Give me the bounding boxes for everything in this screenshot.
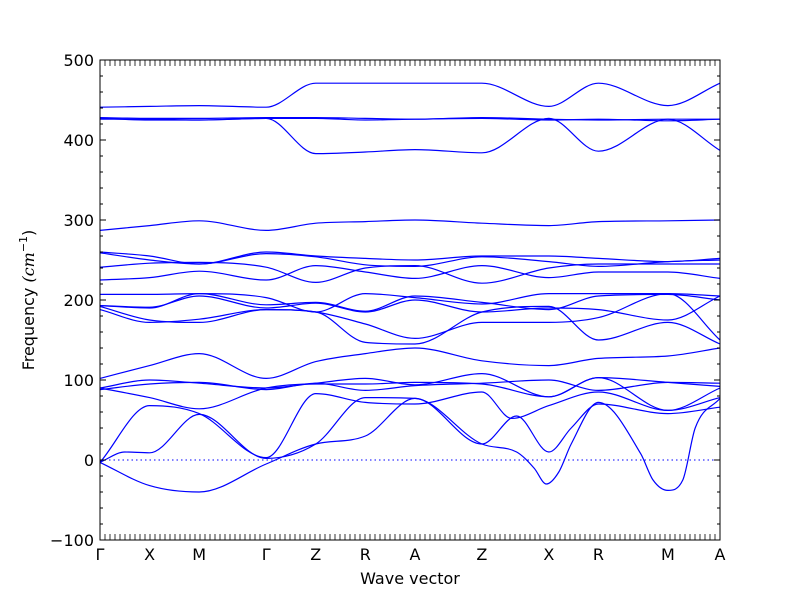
y-tick-label: 300 [63, 211, 94, 230]
band-3 [99, 391, 721, 463]
y-tick-label: −100 [50, 531, 94, 550]
band-13 [99, 264, 721, 281]
x-tick-label: X [144, 545, 155, 564]
band-17 [99, 219, 721, 232]
band-20 [99, 116, 720, 121]
band-10 [99, 295, 721, 321]
band-5 [99, 372, 721, 398]
x-tick-label: R [360, 545, 371, 564]
y-tick-label: 400 [63, 131, 94, 150]
x-tick-label: Z [476, 545, 487, 564]
x-tick-label: X [543, 545, 554, 564]
y-axis-unit-exponent: −1 [17, 236, 30, 252]
x-tick-label: Z [310, 545, 321, 564]
x-tick-label: R [593, 545, 604, 564]
band-21 [99, 82, 721, 108]
band-12 [99, 292, 721, 313]
y-axis-unit-close: ) [19, 230, 38, 236]
x-tick-label: Γ [96, 545, 105, 564]
y-tick-label: 500 [63, 51, 94, 70]
band-9 [99, 292, 721, 341]
band-6 [99, 379, 721, 392]
band-16 [99, 251, 721, 265]
y-tick-label: 0 [84, 451, 94, 470]
y-axis-ticks: −100 0 100 200 300 400 500 [50, 51, 720, 550]
band-7 [99, 347, 721, 380]
y-axis-title: Frequency (cm−1) [17, 230, 38, 371]
y-tick-label: 200 [63, 291, 94, 310]
phonon-bands [99, 82, 721, 493]
x-axis-title: Wave vector [360, 569, 460, 588]
x-tick-label: M [661, 545, 675, 564]
x-tick-label: A [715, 545, 726, 564]
y-axis-title-text: Frequency [19, 283, 38, 371]
x-tick-label: M [192, 545, 206, 564]
x-tick-label: A [409, 545, 420, 564]
y-tick-label: 100 [63, 371, 94, 390]
band-2 [99, 396, 721, 492]
y-axis-unit: (cm [19, 252, 38, 282]
x-tick-label: Γ [262, 545, 271, 564]
band-18 [100, 117, 721, 155]
band-8 [99, 305, 721, 345]
band-1 [99, 397, 721, 493]
